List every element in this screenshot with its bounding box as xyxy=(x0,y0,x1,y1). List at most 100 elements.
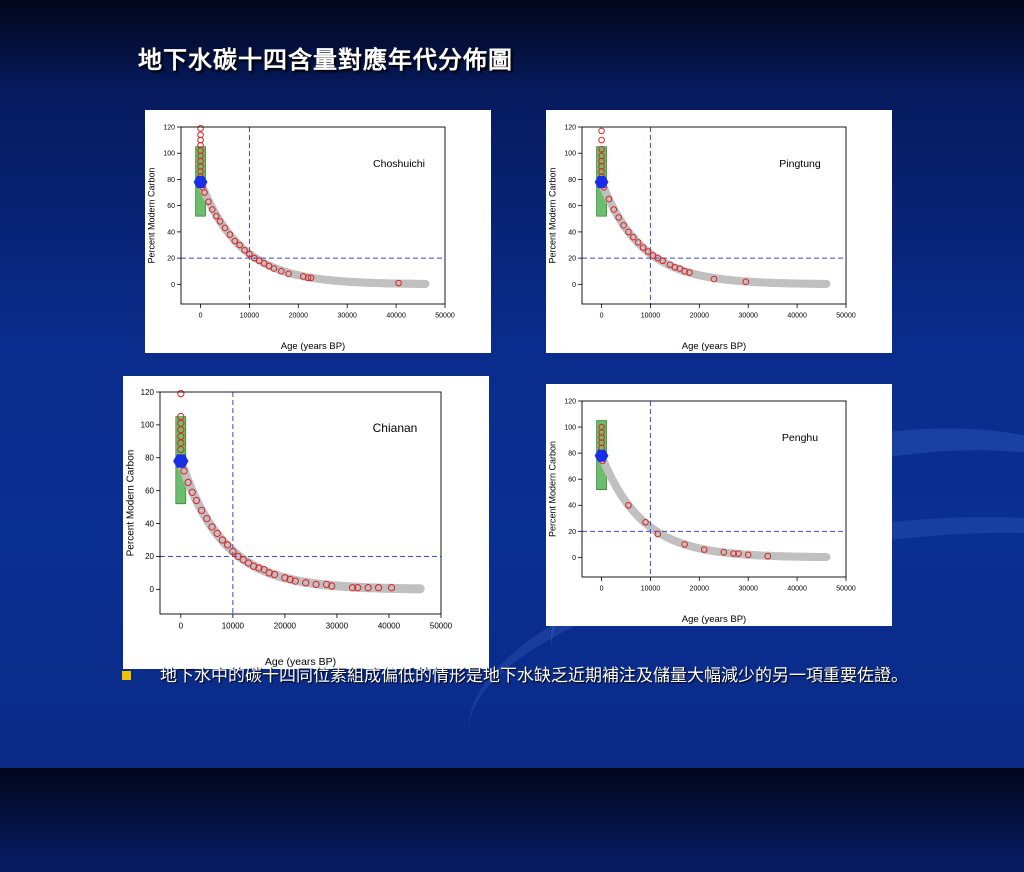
y-tick-label: 0 xyxy=(150,585,155,594)
y-tick-label: 40 xyxy=(145,519,154,528)
data-point xyxy=(735,550,742,557)
x-tick-label: 20000 xyxy=(690,313,710,320)
data-point xyxy=(218,536,227,544)
data-point xyxy=(764,552,772,560)
data-point xyxy=(260,260,268,267)
data-point xyxy=(229,547,237,556)
reference-marker xyxy=(594,449,609,462)
data-point xyxy=(177,445,185,454)
data-point xyxy=(744,551,752,559)
y-tick-label: 80 xyxy=(568,177,576,184)
data-point xyxy=(241,246,248,254)
y-tick-label: 100 xyxy=(564,151,576,158)
plot-frame xyxy=(159,391,442,615)
decay-curve xyxy=(597,178,831,288)
data-point xyxy=(730,550,737,557)
slide-title: 地下水碳十四含量對應年代分佈圖 xyxy=(138,45,513,74)
data-point xyxy=(374,584,383,592)
region-label: Pingtung xyxy=(779,158,821,170)
x-tick-label: 30000 xyxy=(337,313,357,320)
data-point xyxy=(642,518,649,526)
data-point xyxy=(251,254,258,262)
data-point xyxy=(312,580,320,589)
x-tick-label: 50000 xyxy=(430,622,453,631)
data-point xyxy=(208,523,216,531)
plot-frame xyxy=(180,126,446,305)
reference-marker xyxy=(173,454,189,468)
y-tick-label: 120 xyxy=(564,124,576,131)
data-point xyxy=(720,548,728,556)
data-point xyxy=(354,584,362,592)
data-point xyxy=(286,575,294,584)
x-tick-label: 0 xyxy=(199,313,203,320)
x-tick-label: 40000 xyxy=(378,622,401,631)
y-axis-label: Percent Modern Carbon xyxy=(548,167,558,263)
bullet-text: 地下水中的碳十四同位素組成偏低的情形是地下水缺乏近期補注及儲量大幅減少的另一項重… xyxy=(160,666,908,686)
data-point xyxy=(270,265,278,272)
y-tick-label: 20 xyxy=(568,529,576,536)
y-tick-label: 40 xyxy=(568,503,576,510)
data-point xyxy=(605,195,613,203)
x-tick-label: 20000 xyxy=(289,313,309,320)
data-point xyxy=(205,198,212,206)
x-tick-label: 10000 xyxy=(641,586,661,593)
data-point xyxy=(260,565,268,574)
data-point xyxy=(250,562,258,570)
y-tick-label: 100 xyxy=(564,425,576,432)
chart-panel-chianan: 0 10000 20000 30000 40000 50000 0 20 40 60 80 100 12… xyxy=(123,376,489,669)
x-tick-label: 20000 xyxy=(274,622,297,631)
data-point xyxy=(281,574,289,582)
data-point xyxy=(610,206,618,213)
y-tick-label: 80 xyxy=(568,451,576,458)
data-point xyxy=(255,564,263,572)
data-point xyxy=(231,237,239,245)
data-point xyxy=(180,467,188,475)
x-tick-label: 20000 xyxy=(690,586,710,593)
x-tick-label: 0 xyxy=(600,586,604,593)
x-axis-label: Age (years BP) xyxy=(265,656,336,668)
x-tick-label: 30000 xyxy=(738,586,758,593)
x-axis-label: Age (years BP) xyxy=(682,341,746,352)
plot-frame xyxy=(581,400,847,578)
data-point xyxy=(598,145,605,153)
data-point xyxy=(710,275,718,283)
data-point xyxy=(598,136,605,144)
data-point xyxy=(255,257,263,265)
chart-panel-choshuichi: 0 10000 20000 30000 40000 50000 0 20 40 60 80 100 12… xyxy=(145,110,491,353)
x-axis-label: Age (years BP) xyxy=(682,614,746,625)
data-point xyxy=(328,582,336,590)
decay-curve xyxy=(176,456,425,594)
data-point xyxy=(364,584,372,592)
y-tick-label: 20 xyxy=(568,256,576,263)
x-tick-label: 10000 xyxy=(240,313,260,320)
reference-marker xyxy=(193,176,208,189)
data-point xyxy=(644,248,652,255)
bullet-marker xyxy=(122,671,131,680)
y-tick-label: 100 xyxy=(163,151,175,158)
chart-choshuichi: 0 10000 20000 30000 40000 50000 0 20 40 60 80 100 12… xyxy=(147,124,455,352)
y-tick-label: 60 xyxy=(568,203,576,210)
data-point xyxy=(221,224,229,232)
x-tick-label: 40000 xyxy=(386,313,406,320)
data-point xyxy=(630,233,637,241)
data-point xyxy=(676,265,684,272)
data-point xyxy=(212,212,220,220)
x-tick-label: 50000 xyxy=(836,586,856,593)
data-point xyxy=(634,239,642,246)
data-point xyxy=(192,496,201,505)
data-point xyxy=(625,228,632,236)
data-point xyxy=(686,269,693,276)
data-point xyxy=(304,274,312,282)
data-point xyxy=(265,262,273,270)
data-point xyxy=(307,274,315,282)
y-tick-label: 120 xyxy=(141,388,155,397)
y-tick-label: 60 xyxy=(145,486,154,495)
y-tick-label: 60 xyxy=(568,477,576,484)
x-tick-label: 0 xyxy=(179,622,184,631)
y-tick-label: 100 xyxy=(141,421,155,430)
y-tick-label: 80 xyxy=(145,454,154,463)
data-point xyxy=(322,580,331,589)
data-point xyxy=(700,546,708,553)
data-point xyxy=(654,530,662,538)
region-label: Penghu xyxy=(782,432,818,444)
